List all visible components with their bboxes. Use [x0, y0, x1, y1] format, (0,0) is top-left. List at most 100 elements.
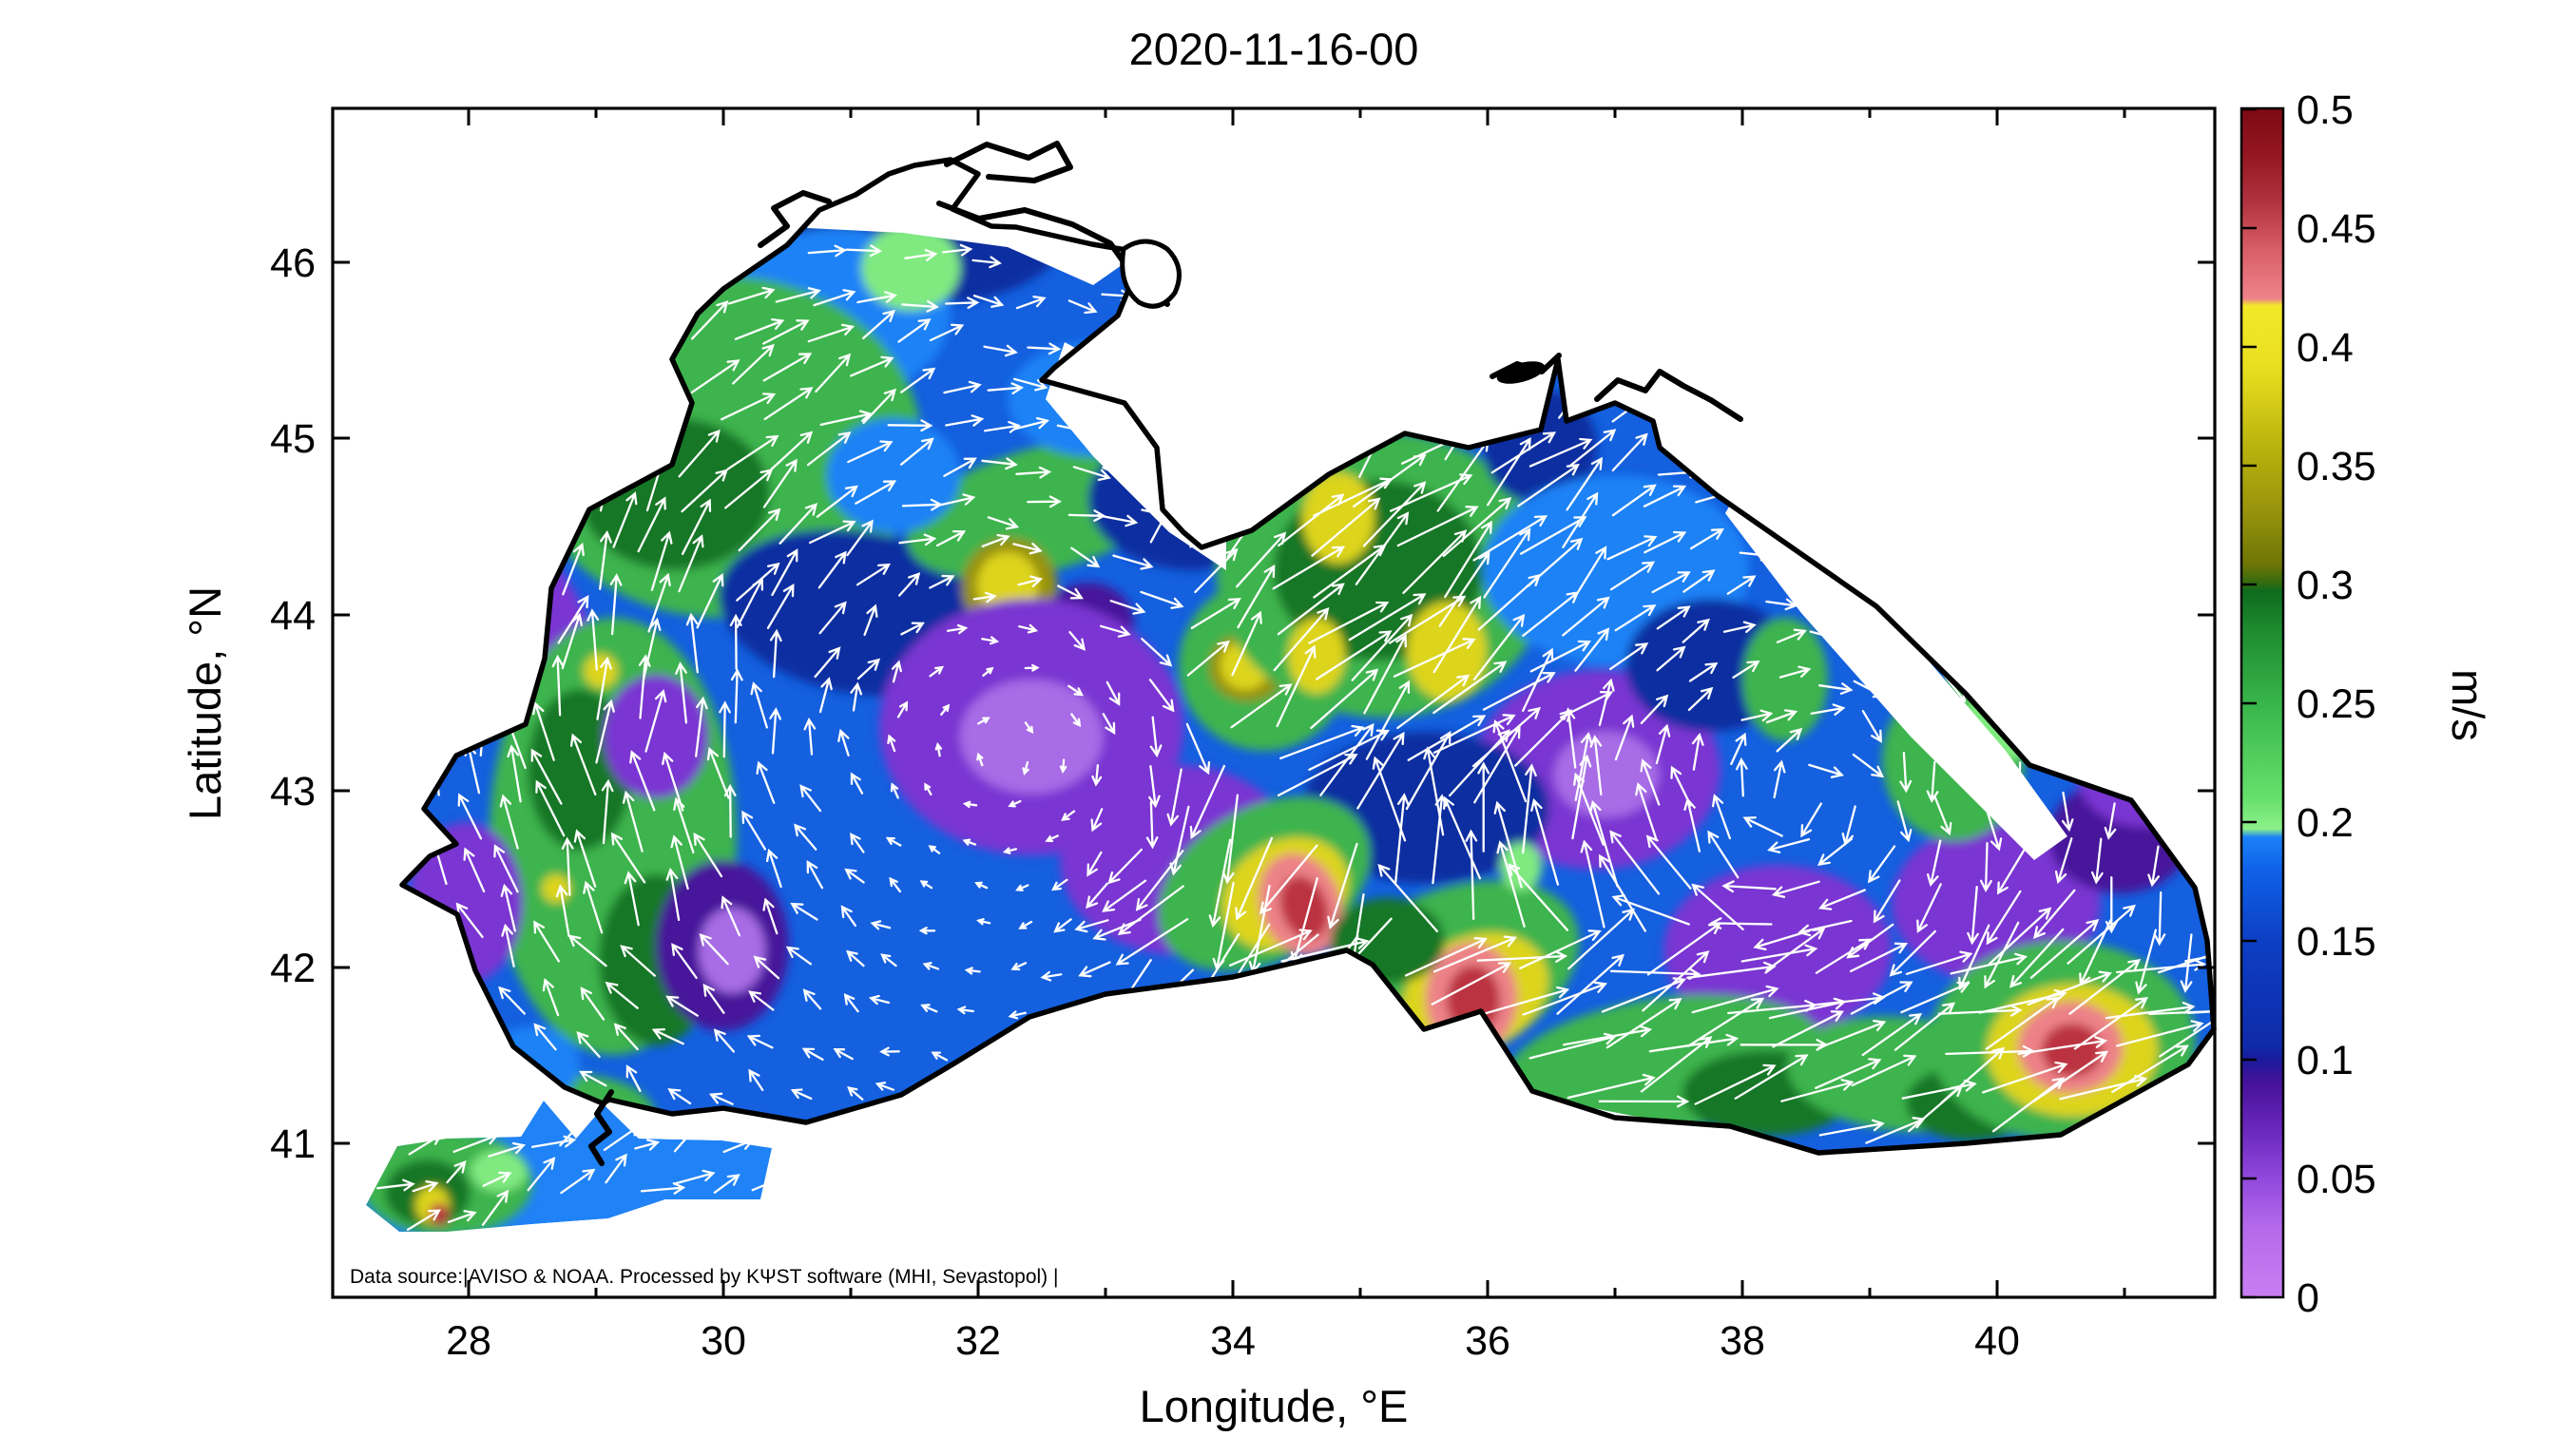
current-arrow [699, 933, 729, 966]
current-arrow [1051, 878, 1068, 891]
current-arrow [1277, 583, 1345, 636]
current-arrow [1780, 1079, 1855, 1102]
current-arrow [763, 387, 814, 421]
current-arrow [1573, 546, 1607, 599]
current-arrow [501, 923, 515, 967]
current-arrow [1024, 663, 1040, 672]
current-arrow [561, 612, 583, 670]
current-arrow [900, 367, 936, 393]
current-arrow [934, 741, 943, 757]
current-arrow [406, 1209, 442, 1232]
current-arrow [1652, 406, 1688, 429]
speed-blob [542, 874, 570, 903]
current-arrow [2073, 997, 2149, 1050]
current-arrow [640, 1182, 686, 1195]
current-arrow [875, 1082, 894, 1091]
current-arrow [670, 834, 689, 891]
current-arrow [1135, 850, 1184, 911]
current-arrow [629, 750, 656, 812]
current-arrow [1490, 431, 1557, 474]
current-arrow [2067, 904, 2136, 965]
current-arrow [1405, 730, 1452, 811]
current-arrow [1522, 591, 1580, 638]
current-arrow [481, 1189, 509, 1226]
current-arrow [769, 707, 782, 755]
current-arrow [929, 323, 965, 342]
current-arrow [1580, 839, 1605, 929]
current-arrow [2032, 1050, 2108, 1102]
current-arrow [1067, 299, 1098, 315]
current-arrow [412, 1179, 439, 1193]
current-arrow [779, 503, 818, 545]
current-arrow [2135, 929, 2158, 995]
colorbar-tick-label: 0.3 [2297, 563, 2354, 608]
current-arrow [940, 703, 951, 717]
current-arrow [1078, 961, 1111, 978]
current-arrow [987, 382, 1025, 395]
current-arrow [576, 1031, 601, 1059]
current-arrow [1815, 1058, 1882, 1089]
current-arrow [889, 876, 902, 893]
current-arrow [765, 848, 782, 889]
current-arrow [2054, 837, 2073, 885]
current-arrow [1776, 628, 1807, 643]
current-arrow [2090, 837, 2104, 885]
current-arrow [807, 244, 848, 258]
current-arrow [637, 496, 666, 553]
current-arrow [1642, 950, 1710, 1012]
current-arrow [573, 829, 597, 888]
current-arrow [845, 244, 883, 258]
speed-blob [960, 680, 1103, 794]
current-arrow [1614, 604, 1657, 632]
current-arrow [736, 577, 764, 629]
current-arrow [790, 902, 818, 921]
current-arrow [946, 623, 969, 635]
current-arrow [482, 1171, 512, 1187]
current-arrow [1477, 573, 1542, 631]
current-arrow [1605, 998, 1682, 1049]
current-arrow [928, 845, 941, 854]
speed-blob [699, 908, 765, 993]
current-arrow [962, 838, 977, 846]
current-arrow [1765, 598, 1798, 611]
current-arrow [721, 895, 741, 937]
current-arrow [376, 1178, 415, 1192]
current-arrow [816, 485, 858, 518]
current-arrow [542, 977, 560, 1017]
current-arrow [956, 1006, 975, 1015]
current-arrow [1483, 527, 1531, 599]
current-arrow [1102, 713, 1116, 736]
current-arrow [817, 550, 847, 589]
current-arrow [1112, 554, 1154, 570]
current-arrow [1644, 530, 1687, 554]
current-arrow [1753, 929, 1811, 951]
current-arrow [1722, 621, 1757, 634]
speed-blob [2077, 722, 2210, 827]
current-arrow [620, 945, 656, 977]
current-arrow [972, 591, 997, 603]
current-arrow [868, 994, 891, 1006]
current-arrow [1145, 800, 1159, 850]
current-arrow [1873, 879, 1901, 924]
current-arrow [1562, 491, 1599, 548]
current-arrow [1018, 920, 1033, 929]
current-arrow [1393, 638, 1476, 678]
current-arrow [1372, 756, 1407, 842]
current-arrow [806, 860, 824, 890]
colorbar-tick-label: 0.35 [2297, 444, 2376, 489]
current-arrow [569, 733, 597, 796]
current-arrow [1734, 1054, 1809, 1100]
current-arrow [1365, 680, 1411, 760]
current-arrow [768, 431, 814, 472]
current-arrow [1991, 1077, 2066, 1133]
current-arrow [1985, 807, 2003, 852]
current-arrow [971, 256, 1002, 269]
current-arrow [1086, 851, 1103, 877]
x-tick-label: 36 [1465, 1318, 1510, 1364]
current-arrow [920, 1004, 938, 1013]
current-arrow [605, 981, 639, 1009]
current-arrow [847, 1085, 864, 1101]
speed-blob [402, 1007, 447, 1112]
current-arrow [846, 519, 874, 557]
